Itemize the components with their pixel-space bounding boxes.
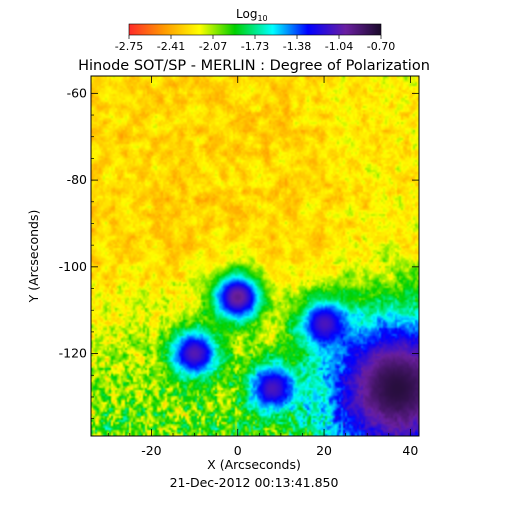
x-axis-label: X (Arcseconds)	[207, 457, 301, 472]
y-tick-label: -80	[67, 172, 87, 187]
chart-title: Hinode SOT/SP - MERLIN : Degree of Polar…	[78, 58, 430, 74]
x-axis-ticks: -20 0 20 40	[107, 76, 418, 458]
colorbar-tick-label: -0.70	[367, 40, 395, 53]
heatmap	[91, 76, 419, 436]
colorbar-tick-label: -1.73	[241, 40, 269, 53]
x-tick-label: 40	[402, 443, 418, 458]
colorbar-bar	[128, 23, 382, 36]
colorbar: Log10 -2.75 -2.41 -2.07 -1.73 -1.38 -1.04 -0.7…	[115, 7, 395, 53]
x-tick-label: 0	[234, 443, 242, 458]
heatmap-image	[91, 76, 419, 436]
x-tick-label: 20	[316, 443, 332, 458]
y-tick-label: -100	[59, 259, 87, 274]
plot-frame	[90, 75, 420, 437]
colorbar-ticks: -2.75 -2.41 -2.07 -1.73 -1.38 -1.04 -0.70	[115, 35, 395, 53]
y-tick-label: -120	[59, 346, 87, 361]
colorbar-tick-label: -1.38	[283, 40, 311, 53]
colorbar-tick-label: -1.04	[325, 40, 353, 53]
y-axis-ticks: -60 -80 -100 -120	[59, 85, 419, 420]
colorbar-tick-label: -2.75	[115, 40, 143, 53]
colorbar-tick-label: -2.41	[157, 40, 185, 53]
y-tick-label: -60	[67, 85, 87, 100]
colorbar-label: Log10	[236, 7, 268, 23]
y-axis-label: Y (Arcseconds)	[26, 210, 41, 304]
timestamp: 21-Dec-2012 00:13:41.850	[170, 475, 339, 490]
colorbar-tick-label: -2.07	[199, 40, 227, 53]
x-tick-label: -20	[141, 443, 161, 458]
